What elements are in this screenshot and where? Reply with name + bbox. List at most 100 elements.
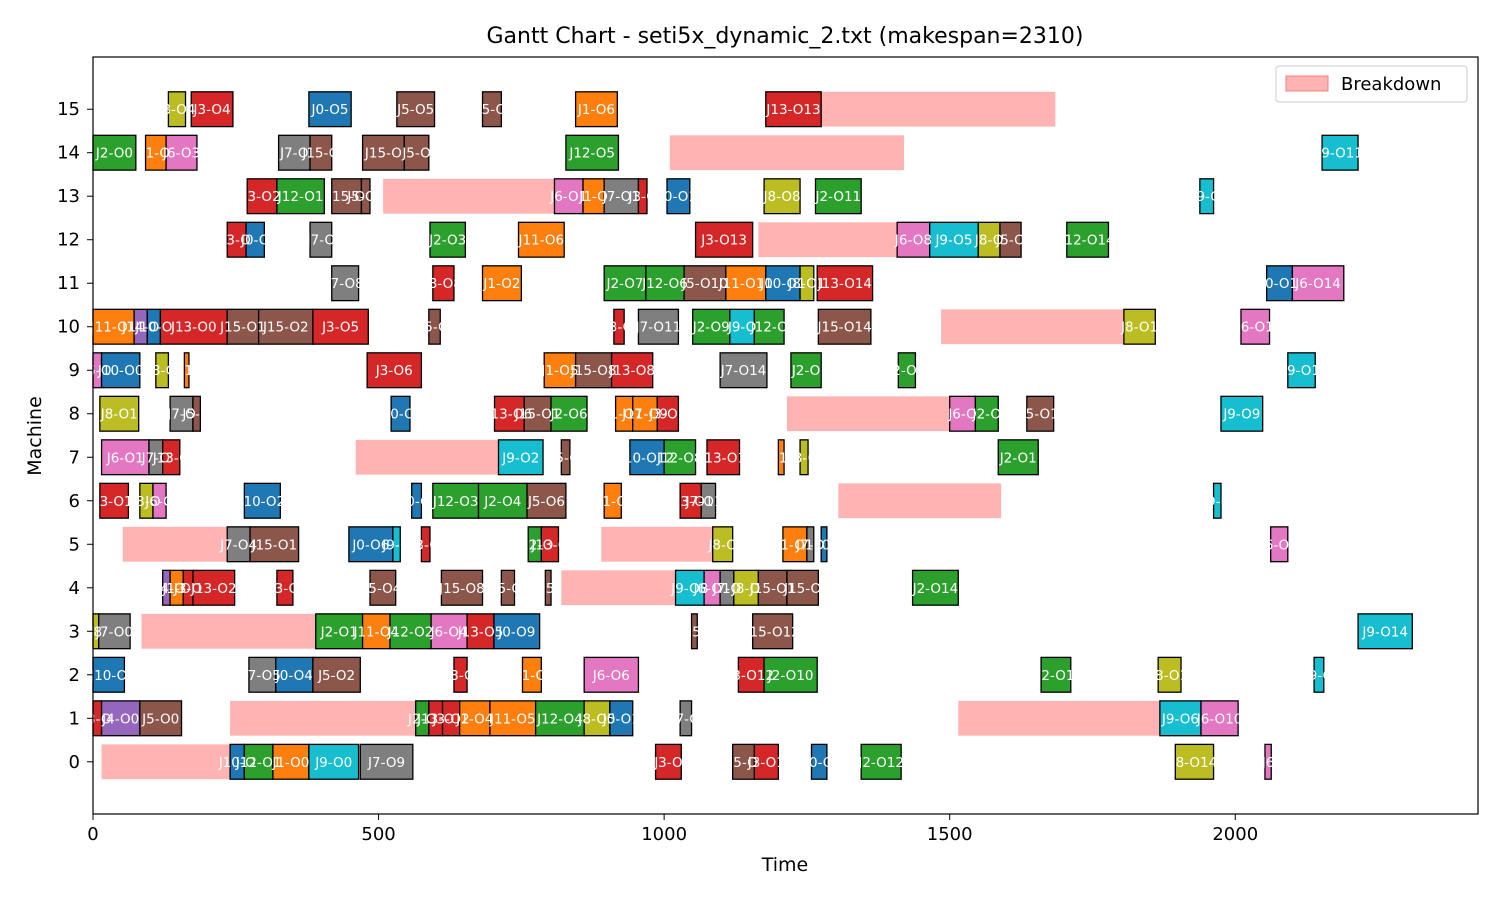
y-tick-label: 11 xyxy=(57,273,80,294)
operation-label: J6-O1 xyxy=(693,581,731,597)
operation-bar xyxy=(609,700,634,737)
operation-label: J9-O0 xyxy=(314,755,352,771)
operation-bar xyxy=(1040,656,1072,693)
operation-bar xyxy=(1321,134,1359,171)
operation-label: J12-O xyxy=(750,320,788,336)
operation-label: J0-O xyxy=(240,233,269,249)
operation-label: J2-O14 xyxy=(912,581,959,597)
operation-label: J5-O xyxy=(728,755,757,771)
operation-label: J8-O xyxy=(707,537,736,553)
operation-label: J12-O6 xyxy=(641,276,688,292)
operation-label: J7-O0 xyxy=(95,624,133,640)
operation-label: J11-O6 xyxy=(518,233,565,249)
operation-label: J5-O5 xyxy=(396,102,434,118)
operation-bar xyxy=(799,439,809,476)
breakdown-bar xyxy=(669,135,905,171)
operation-bar xyxy=(92,656,126,693)
x-tick-label: 2000 xyxy=(1212,824,1258,845)
operation-bar xyxy=(272,743,310,780)
operation-label: J8-O1 xyxy=(1150,668,1188,684)
operation-bar xyxy=(277,134,311,171)
operation-label: J13-O1 xyxy=(699,450,746,466)
operation-label: J8-O1 xyxy=(1120,320,1158,336)
operation-bar xyxy=(309,221,333,258)
operation-bar xyxy=(603,265,647,302)
operation-label: J8-O xyxy=(974,233,1003,249)
operation-label: J12-O4 xyxy=(536,711,583,727)
operation-label: J10-O xyxy=(218,755,256,771)
operation-label: J2-O7 xyxy=(605,276,643,292)
operation-label: J3-O xyxy=(604,320,633,336)
operation-label: J1-O4 xyxy=(455,711,493,727)
operation-label: J2-O6 xyxy=(550,407,588,423)
operation-label: J15-O xyxy=(327,189,365,205)
operation-bar xyxy=(1313,656,1325,693)
operation-bar xyxy=(574,352,613,389)
operation-bar xyxy=(100,700,141,737)
operation-label: J1-O xyxy=(517,668,546,684)
operation-bar xyxy=(99,482,130,519)
operation-bar xyxy=(543,352,577,389)
operation-bar xyxy=(192,569,236,606)
operation-label: J3-O xyxy=(82,711,111,727)
operation-bar xyxy=(1291,265,1345,302)
operation-label: J13-O8 xyxy=(608,363,655,379)
operation-bar xyxy=(359,743,414,780)
operation-bar xyxy=(309,134,333,171)
operation-bar xyxy=(366,352,423,389)
operation-label: J8 xyxy=(89,624,103,640)
operation-label: J2-O11 xyxy=(815,189,862,205)
operation-bar xyxy=(610,352,654,389)
operation-bar xyxy=(799,265,815,302)
operation-bar xyxy=(497,439,544,476)
operation-label: J5-O xyxy=(493,581,522,597)
y-tick-label: 12 xyxy=(57,230,80,251)
operation-label: J3-O xyxy=(410,537,439,553)
operation-bar xyxy=(583,656,640,693)
operation-label: J6-O xyxy=(947,407,976,423)
operation-bar xyxy=(974,395,999,432)
operation-label: J2-O1 xyxy=(999,450,1037,466)
operation-bar xyxy=(411,482,423,519)
operation-label: J3-O6 xyxy=(375,363,413,379)
operation-label: J10-O1 xyxy=(759,276,806,292)
operation-label: J10-O2 xyxy=(239,494,286,510)
operation-label: J2-O1 xyxy=(887,363,925,379)
operation-label: J8-O xyxy=(731,581,760,597)
operation-bar xyxy=(1212,482,1222,519)
operation-bar xyxy=(493,613,541,650)
operation-label: J12-O2 xyxy=(387,624,434,640)
operation-bar xyxy=(1270,526,1289,563)
operation-bar xyxy=(361,134,405,171)
operation-bar xyxy=(1157,656,1182,693)
operation-label: J3-O8 xyxy=(424,276,462,292)
operation-bar xyxy=(632,395,658,432)
operation-bar xyxy=(1287,352,1316,389)
operation-label: J6-O10 xyxy=(1196,711,1243,727)
operation-label: J5-O xyxy=(419,320,448,336)
operation-label: J14-O xyxy=(147,581,185,597)
operation-bar xyxy=(312,308,369,345)
operation-label: J12-O14 xyxy=(1060,233,1115,249)
operation-label: J15-O1 xyxy=(749,581,796,597)
operation-bar xyxy=(361,613,391,650)
operation-label: J2-O xyxy=(407,711,436,727)
operation-label: J0-O9 xyxy=(497,624,535,640)
operation-label: J3-O xyxy=(653,755,682,771)
operation-bar xyxy=(897,352,917,389)
operation-bar xyxy=(700,482,717,519)
operation-bar xyxy=(167,91,187,128)
operation-bar xyxy=(765,91,822,128)
operation-label: J7-O4 xyxy=(219,537,257,553)
operation-label: J2-O1 xyxy=(320,624,358,640)
operation-label: J7-O xyxy=(166,407,195,423)
breakdown-bar xyxy=(758,222,898,258)
operation-label: J2-O3 xyxy=(428,233,466,249)
operation-label: J1-O7 xyxy=(605,407,643,423)
operation-bar xyxy=(629,439,665,476)
operation-label: J15-O1 xyxy=(514,407,561,423)
operation-label: J1-O1 xyxy=(775,537,813,553)
operation-bar xyxy=(733,569,760,606)
y-tick-label: 9 xyxy=(69,360,80,381)
operation-bar xyxy=(481,265,523,302)
